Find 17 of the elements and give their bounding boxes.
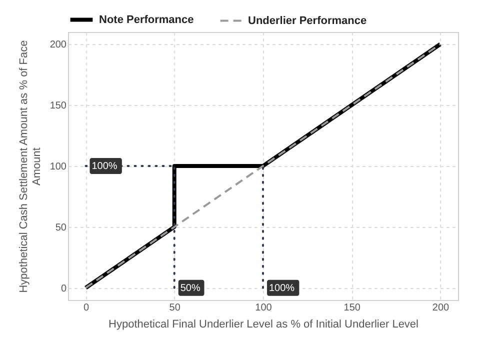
x-axis-title: Hypothetical Final Underlier Level as % of Initial Underlier Level bbox=[108, 318, 418, 330]
legend-label: Underlier Performance bbox=[248, 14, 367, 27]
x-tick-label: 100 bbox=[255, 302, 272, 314]
y-tick-label: 200 bbox=[50, 40, 67, 51]
x-tick-label: 200 bbox=[432, 302, 450, 314]
legend-label: Note Performance bbox=[99, 14, 194, 26]
y-tick-label: 50 bbox=[55, 222, 67, 234]
annotation: 100% bbox=[92, 161, 118, 172]
y-tick-label: 150 bbox=[50, 100, 67, 112]
x-tick-label: 150 bbox=[344, 302, 361, 314]
y-tick-label: 0 bbox=[60, 283, 67, 294]
annotation: 50% bbox=[180, 282, 200, 294]
x-tick-label: 0 bbox=[83, 302, 90, 314]
y-axis-title: Hypothetical Cash Settlement Amount as % of Face Amount bbox=[18, 40, 43, 293]
annotation: 100% bbox=[269, 282, 295, 294]
y-tick-label: 100 bbox=[50, 162, 67, 172]
x-tick-label: 50 bbox=[169, 302, 181, 314]
